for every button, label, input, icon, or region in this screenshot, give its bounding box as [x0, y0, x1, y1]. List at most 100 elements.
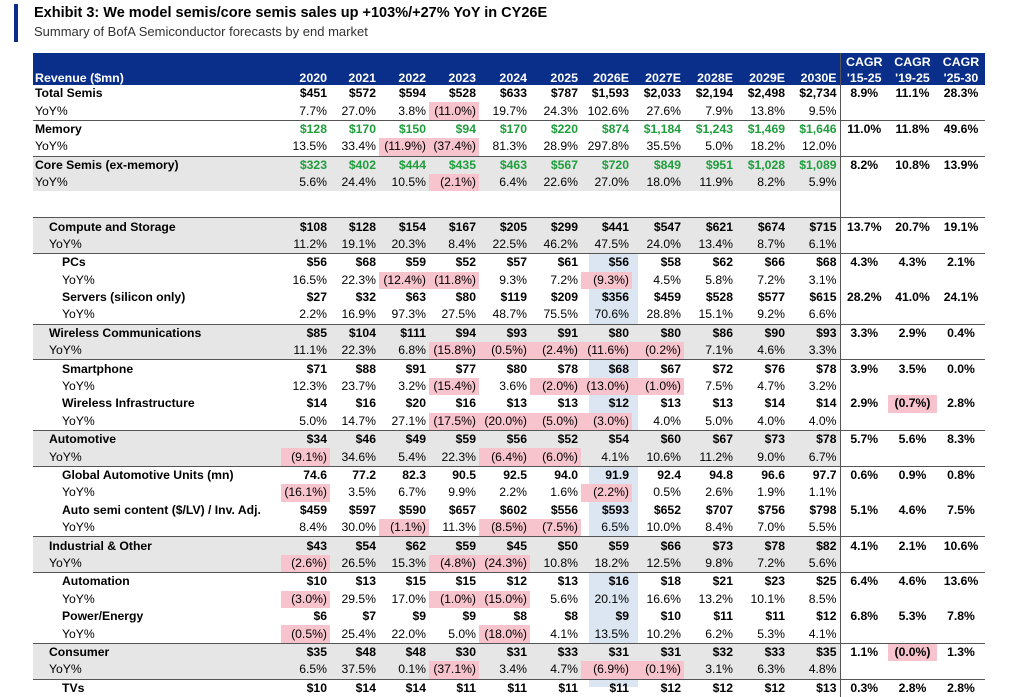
- yoy-label: YoY%: [35, 139, 68, 154]
- yoy-row: YoY% 16.5% 22.3% (12.4%) (11.8%) 9.3% 7.2% (9.3…: [33, 271, 985, 289]
- yoy-cell: 12.0%: [801, 139, 837, 154]
- value-cell: $594: [398, 86, 426, 101]
- cagr-cell: 11.8%: [888, 119, 937, 139]
- row-label: Global Automotive Units (mn): [33, 465, 281, 485]
- yoy-cell: 4.0%: [653, 413, 681, 428]
- table-row: Auto semi content ($/LV) / Inv. Adj. $459…: [33, 501, 985, 519]
- value-cell: $9: [615, 609, 629, 624]
- cagr-cell: [839, 661, 888, 679]
- yoy-cell: 3.8%: [398, 103, 426, 118]
- cagr-cell: 5.3%: [898, 609, 927, 624]
- yoy-cell: 11.1%: [281, 342, 330, 360]
- table-row: Memory $128 $170 $150 $94 $170 $220 $874 $1,184 $…: [33, 119, 985, 139]
- row-label: Automation: [33, 572, 281, 591]
- yoy-cell: (24.3%): [479, 554, 530, 573]
- yoy-cell: 4.0%: [757, 413, 785, 428]
- yoy-cell: (16.1%): [281, 484, 330, 502]
- yoy-cell: 4.7%: [530, 661, 581, 679]
- cagr-cell: (0.0%): [888, 642, 937, 662]
- value-cell: $12: [684, 678, 736, 697]
- yoy-label: YoY%: [33, 661, 281, 679]
- cagr-cell: 8.2%: [839, 155, 888, 174]
- yoy-cell: (1.1%): [379, 518, 429, 537]
- value-cell: $43: [281, 536, 330, 555]
- value-cell: $209: [550, 290, 578, 305]
- value-cell: $798: [809, 502, 837, 517]
- yoy-cell: (9.1%): [281, 448, 330, 467]
- yoy-cell: 2.2%: [499, 485, 527, 500]
- cagr-cell: 5.7%: [839, 430, 888, 449]
- yoy-cell: 97.3%: [391, 307, 426, 322]
- year-header: 2026E: [581, 69, 632, 85]
- value-cell: $8: [513, 609, 527, 624]
- section-spacer-row: [33, 191, 985, 218]
- year-header: 2025: [530, 69, 581, 85]
- value-cell: $23: [736, 572, 788, 591]
- value-cell: $590: [398, 502, 426, 517]
- yoy-cell: (11.9%): [379, 138, 429, 157]
- cagr-cell: [937, 484, 985, 501]
- yoy-cell: 3.6%: [499, 379, 527, 394]
- value-cell: $93: [788, 323, 840, 343]
- value-cell: $27: [306, 290, 327, 305]
- yoy-cell: 6.6%: [808, 307, 837, 322]
- year-header: 2021: [330, 69, 379, 85]
- yoy-cell: 22.3%: [341, 272, 376, 287]
- cagr-cell: [937, 342, 985, 360]
- yoy-cell: 35.5%: [646, 139, 681, 154]
- cagr-period-header: '19-25: [888, 69, 937, 85]
- yoy-cell: 5.5%: [808, 520, 837, 535]
- cagr-cell: 4.3%: [839, 253, 888, 272]
- value-cell: $56: [479, 430, 530, 449]
- yoy-row: YoY% (0.5%) 25.4% 22.0% 5.0% (18.0%) 4.1% 13.5%…: [33, 625, 985, 644]
- cagr-cell: [839, 138, 888, 157]
- value-cell: $94: [429, 323, 479, 343]
- row-label: Power/Energy: [62, 609, 144, 624]
- value-cell: $8: [564, 609, 578, 624]
- yoy-cell: 5.8%: [705, 272, 733, 287]
- yoy-cell: 27.5%: [441, 307, 476, 322]
- table-row: Compute and Storage $108 $128 $154 $167 $205 $…: [33, 217, 985, 236]
- cagr-cell: [839, 102, 888, 121]
- value-cell: $6: [313, 609, 327, 624]
- yoy-cell: 75.5%: [543, 307, 578, 322]
- yoy-cell: 5.0%: [299, 413, 327, 428]
- cagr-cell: 1.1%: [839, 642, 888, 662]
- value-cell: $52: [429, 253, 479, 272]
- value-cell: $108: [281, 217, 330, 236]
- spacer-cell: [839, 191, 888, 218]
- value-cell: $9: [412, 609, 426, 624]
- cagr-header-label: CAGR: [839, 53, 888, 69]
- yoy-cell: 37.5%: [330, 661, 379, 679]
- value-cell: $59: [429, 536, 479, 555]
- cagr-cell: 7.8%: [947, 609, 975, 624]
- value-cell: $78: [736, 536, 788, 555]
- value-cell: $56: [581, 253, 632, 272]
- cagr-cell: 2.1%: [888, 536, 937, 555]
- yoy-cell: 22.3%: [429, 448, 479, 467]
- yoy-cell: 1.1%: [808, 485, 837, 500]
- yoy-cell: (2.1%): [429, 173, 479, 192]
- yoy-cell: 0.5%: [653, 485, 681, 500]
- cagr-cell: 0.8%: [937, 465, 985, 485]
- cagr-cell: [937, 554, 985, 573]
- cagr-cell: 6.4%: [839, 572, 888, 591]
- cagr-cell: 2.1%: [937, 253, 985, 272]
- value-cell: $57: [479, 253, 530, 272]
- cagr-cell: 13.7%: [839, 217, 888, 236]
- value-cell: $66: [632, 536, 684, 555]
- value-cell: $85: [281, 323, 330, 343]
- yoy-cell: (11.0%): [429, 102, 479, 121]
- value-cell: $441: [581, 217, 632, 236]
- yoy-label: YoY%: [62, 272, 95, 287]
- yoy-cell: (0.2%): [632, 342, 684, 360]
- yoy-cell: 20.3%: [379, 235, 429, 254]
- yoy-cell: 13.5%: [292, 139, 327, 154]
- table-row: Wireless Infrastructure $14 $16 $20 $16 $13 $1…: [33, 395, 985, 413]
- yoy-cell: 8.4%: [299, 520, 327, 535]
- cagr-cell: 13.9%: [937, 155, 985, 174]
- cagr-cell: 4.1%: [839, 536, 888, 555]
- value-cell: $94: [429, 119, 479, 139]
- value-cell: $402: [330, 155, 379, 174]
- yoy-cell: (7.5%): [530, 518, 581, 537]
